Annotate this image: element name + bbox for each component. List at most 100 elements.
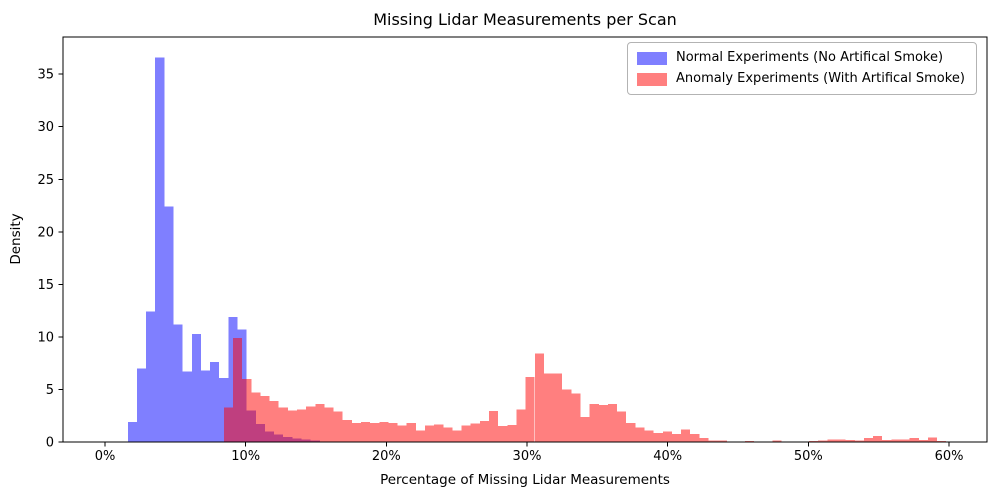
histogram-bar [219,377,229,442]
y-tick-label: 15 [37,278,54,293]
histogram-bar [470,423,480,442]
histogram-bar [900,439,910,442]
histogram-bar [882,439,892,442]
histogram-bar [534,353,544,442]
histogram-bar [553,373,563,442]
histogram-bar [127,422,137,442]
histogram-bar [717,440,727,442]
histogram-bar [699,437,709,442]
histogram-bar [909,437,919,442]
histogram-bar [927,437,938,442]
histogram-bar [306,406,316,442]
histogram-bar [379,422,389,442]
histogram-bar [891,439,901,442]
histogram-bar [146,311,156,442]
histogram-bar [315,404,325,442]
histogram-bar [681,429,691,442]
histogram-bar [452,430,462,442]
histogram-bar [635,427,645,442]
legend-label-normal: Normal Experiments (No Artifical Smoke) [676,50,944,65]
histogram-bar [836,439,846,442]
histogram-bar [818,440,828,442]
histogram-bar [333,411,343,442]
histogram-bar [653,433,663,442]
legend-label-anomaly: Anomaly Experiments (With Artifical Smok… [676,71,965,86]
histogram-bar [370,423,380,442]
histogram-bar [708,440,718,442]
y-axis-label: Density [8,213,24,265]
histogram-bar [745,440,755,442]
histogram-bar [690,434,700,442]
histogram-bar [461,425,471,442]
histogram-bar [210,362,220,442]
legend-entry-normal: Normal Experiments (No Artifical Smoke) [637,50,967,66]
histogram-bar [278,407,288,442]
legend-entry-anomaly: Anomaly Experiments (With Artifical Smok… [637,71,967,87]
histogram-bar [397,425,407,442]
histogram-bar [164,206,174,442]
histogram-bar [918,439,928,442]
x-tick-label: 40% [653,449,682,464]
x-tick-label: 60% [935,449,964,464]
x-tick-label: 50% [794,449,823,464]
legend-swatch-anomaly-icon [637,72,667,86]
histogram-bar [342,419,352,442]
histogram-bar [388,423,398,442]
histogram-bar [324,407,334,442]
histogram-bar [525,376,535,442]
y-tick-label: 10 [37,330,54,345]
histogram-bar [223,407,234,442]
histogram-bar [228,316,238,442]
histogram-bar [516,409,526,442]
histogram-bar [415,430,426,442]
histogram-bar [607,404,618,442]
histogram-bar [351,423,362,442]
histogram-bar [498,426,508,442]
x-tick-label: 20% [372,449,401,464]
x-tick-label: 30% [513,449,542,464]
y-tick-label: 25 [37,173,54,188]
histogram-bar [242,378,252,442]
histogram-bar [543,373,554,442]
y-tick-label: 0 [46,436,54,451]
x-tick-label: 0% [95,449,116,464]
plot-frame [62,36,988,443]
histogram-bar [937,440,947,442]
histogram-series-anomaly [223,337,947,442]
histogram-bar [434,424,444,442]
histogram-bar [562,389,572,442]
histogram-bar [671,434,682,442]
histogram-bar [406,423,416,442]
histogram-bar [772,440,782,442]
histogram-bar [662,431,672,442]
legend-swatch-normal-icon [637,51,667,65]
histogram-bar [191,333,201,442]
histogram-bar [845,439,855,442]
histogram-bar [589,404,599,442]
histogram-bar [173,324,183,442]
histogram-bar [507,425,517,442]
chart-title: Missing Lidar Measurements per Scan [373,10,677,29]
legend: Normal Experiments (No Artifical Smoke) … [627,42,977,95]
x-tick-label: 10% [231,449,260,464]
histogram-bar [361,422,371,442]
histogram-bar [873,436,883,442]
histogram-bar [251,392,261,442]
histogram-series-normal [127,57,320,442]
x-axis-label: Percentage of Missing Lidar Measurements [380,472,670,488]
histogram-bar [269,401,279,442]
histogram-bar [580,416,590,442]
histogram-bar [182,371,192,442]
y-tick-label: 20 [37,225,54,240]
histogram-bar [297,409,307,442]
histogram-bar [425,425,435,442]
histogram-bar [136,368,147,442]
histogram-bar [644,430,654,442]
histogram-bar [863,437,874,442]
y-tick-label: 35 [37,68,54,83]
histogram-bar [200,370,211,442]
y-tick-label: 5 [46,383,54,398]
histogram-bar [260,395,270,442]
